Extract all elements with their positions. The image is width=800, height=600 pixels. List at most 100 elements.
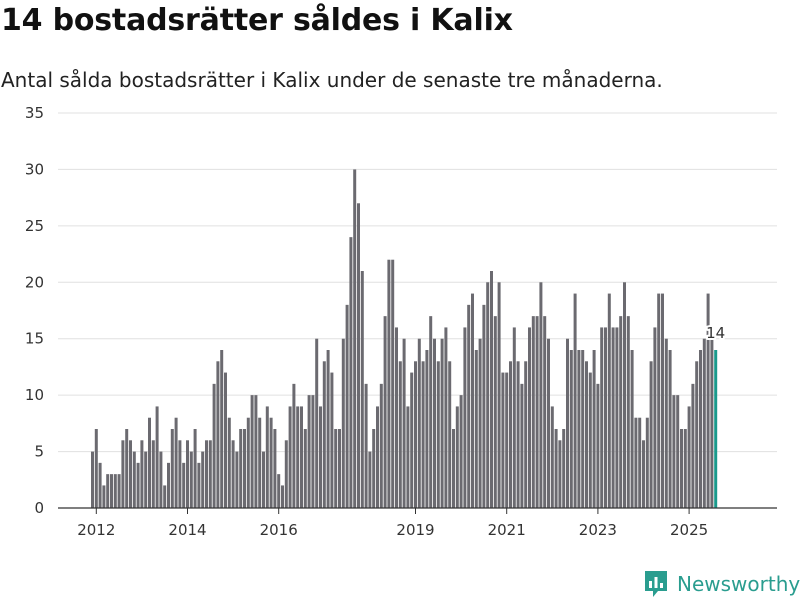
bar xyxy=(702,338,706,508)
data-labels: 14 xyxy=(704,322,727,344)
bar xyxy=(303,429,307,508)
bar xyxy=(516,361,520,508)
bar xyxy=(478,338,482,508)
bar xyxy=(459,395,463,508)
bar xyxy=(539,282,543,508)
bar xyxy=(322,361,326,508)
bar xyxy=(338,429,341,508)
bar xyxy=(319,406,322,508)
bar xyxy=(387,259,391,508)
bar xyxy=(258,417,262,508)
bar xyxy=(246,417,250,508)
bar xyxy=(224,372,227,508)
bar xyxy=(220,350,224,508)
bar xyxy=(391,259,395,508)
bar xyxy=(611,327,615,508)
bar xyxy=(471,293,474,508)
bar xyxy=(284,440,288,508)
bar xyxy=(672,395,676,508)
bar xyxy=(144,451,148,508)
bar xyxy=(497,282,501,508)
bar xyxy=(307,395,311,508)
bar xyxy=(379,383,383,508)
bar xyxy=(201,451,205,508)
bar xyxy=(292,383,296,508)
bar xyxy=(254,395,258,508)
bar xyxy=(132,451,136,508)
brand-name: Newsworthy xyxy=(677,572,800,596)
bar xyxy=(535,316,539,508)
bar xyxy=(357,203,360,509)
bar xyxy=(94,429,98,508)
bar xyxy=(520,383,524,508)
bar xyxy=(250,395,254,508)
bar xyxy=(550,406,554,508)
bar xyxy=(695,361,699,508)
bar xyxy=(273,429,277,508)
bar xyxy=(395,327,398,508)
bar xyxy=(360,271,364,508)
bar xyxy=(680,429,683,508)
bar xyxy=(326,350,330,508)
bar xyxy=(649,361,653,508)
bar xyxy=(512,327,516,508)
bar xyxy=(296,406,300,508)
bar xyxy=(376,406,379,508)
bar xyxy=(490,271,493,508)
bar xyxy=(277,474,281,508)
bar xyxy=(368,451,372,508)
bar xyxy=(159,451,163,508)
bar xyxy=(452,429,455,508)
bar xyxy=(619,316,623,508)
x-tick-label: 2016 xyxy=(260,521,298,539)
bar xyxy=(129,440,132,508)
bar xyxy=(436,361,440,508)
bar xyxy=(664,338,668,508)
bar xyxy=(136,462,140,508)
bar xyxy=(300,406,303,508)
bar xyxy=(262,451,265,508)
bar xyxy=(604,327,607,508)
bar xyxy=(148,417,151,508)
bar xyxy=(311,395,315,508)
bar xyxy=(501,372,505,508)
bar xyxy=(683,429,687,508)
bar xyxy=(429,316,433,508)
bar xyxy=(630,350,634,508)
x-tick-label: 2019 xyxy=(396,521,434,539)
x-axis: 2012 2014 2016 2019 2021 2023 2025 xyxy=(58,507,777,539)
bar xyxy=(243,429,246,508)
bar xyxy=(102,485,106,508)
bar xyxy=(562,429,566,508)
bar xyxy=(661,293,664,508)
bar xyxy=(417,338,421,508)
bar xyxy=(474,350,478,508)
bar-highlight xyxy=(714,350,718,508)
bar xyxy=(349,237,353,508)
chart-title: 14 bostadsrätter såldes i Kalix xyxy=(1,3,513,38)
bar xyxy=(140,440,144,508)
bar xyxy=(182,462,186,508)
bar xyxy=(231,440,235,508)
bar xyxy=(531,316,535,508)
bar xyxy=(592,350,596,508)
bar xyxy=(117,474,121,508)
bar xyxy=(463,327,467,508)
bar xyxy=(364,383,368,508)
y-tick-label: 15 xyxy=(25,330,44,348)
last-value-label: 14 xyxy=(706,324,725,342)
bar xyxy=(581,350,585,508)
bar xyxy=(155,406,159,508)
bar xyxy=(288,406,292,508)
bar xyxy=(212,383,216,508)
bar xyxy=(505,372,509,508)
bar xyxy=(626,316,630,508)
bar xyxy=(383,316,387,508)
bar xyxy=(569,350,573,508)
bar xyxy=(433,338,436,508)
bar xyxy=(106,474,110,508)
bar xyxy=(691,383,695,508)
bar xyxy=(281,485,284,508)
bar xyxy=(239,429,243,508)
bar xyxy=(623,282,626,508)
